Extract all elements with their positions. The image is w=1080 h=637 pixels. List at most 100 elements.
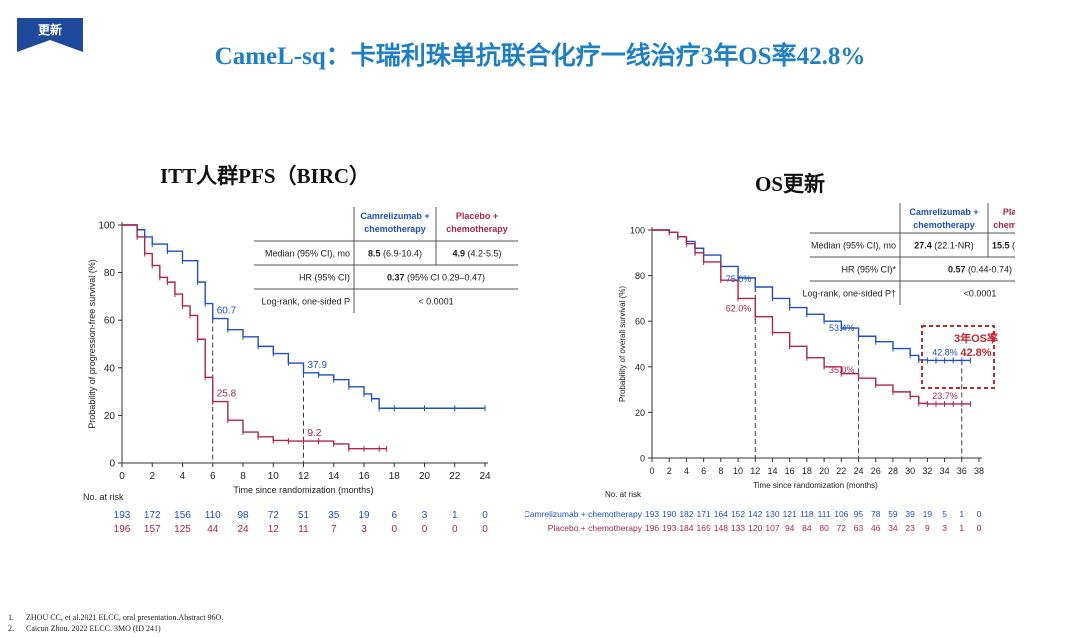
y-tick-label: 40 bbox=[104, 363, 116, 374]
table-row-label: Median (95% CI), mo bbox=[265, 249, 350, 259]
x-axis-label: Time since randomization (months) bbox=[233, 485, 373, 495]
at-risk-value: 12 bbox=[268, 524, 280, 535]
table-cell: 4.9 (4.2-5.5) bbox=[452, 249, 501, 259]
at-risk-row-label: Camrelizumab + chemotherapy bbox=[525, 509, 643, 519]
at-risk-value: 3 bbox=[422, 510, 428, 521]
table-cell: < 0.0001 bbox=[418, 297, 453, 307]
x-tick-label: 24 bbox=[854, 466, 864, 476]
reference-2: 2. Caicun Zhou. 2022 ELCC. 3MO (ID 241) bbox=[8, 624, 161, 633]
survival-rate-label: 37.9 bbox=[308, 360, 328, 371]
x-tick-label: 16 bbox=[785, 466, 795, 476]
table-cell: 0.37 (95% CI 0.29–0.47) bbox=[387, 273, 485, 283]
y-tick-label: 20 bbox=[104, 411, 116, 422]
at-risk-value: 196 bbox=[114, 524, 131, 535]
survival-rate-label: 23.7% bbox=[932, 391, 958, 401]
x-tick-label: 10 bbox=[268, 471, 280, 482]
table-cell: 15.5 (13.4-18.4) bbox=[992, 241, 1015, 251]
survival-rate-label: 62.0% bbox=[726, 304, 752, 314]
at-risk-value: 0 bbox=[977, 523, 982, 533]
at-risk-value: 51 bbox=[298, 510, 310, 521]
at-risk-value: 39 bbox=[905, 509, 915, 519]
x-tick-label: 24 bbox=[479, 471, 491, 482]
at-risk-value: 46 bbox=[871, 523, 881, 533]
at-risk-value: 24 bbox=[237, 524, 249, 535]
x-tick-label: 0 bbox=[649, 466, 654, 476]
os-chart-title: OS更新 bbox=[755, 172, 826, 196]
at-risk-heading: No. at risk bbox=[605, 490, 642, 499]
at-risk-value: 193 bbox=[645, 509, 659, 519]
x-tick-label: 36 bbox=[957, 466, 967, 476]
at-risk-value: 130 bbox=[765, 509, 779, 519]
at-risk-value: 164 bbox=[714, 509, 728, 519]
survival-rate-label: 42.8% bbox=[932, 347, 958, 357]
table-col-header: chemotherapy bbox=[993, 220, 1015, 230]
x-axis-label: Time since randomization (months) bbox=[753, 481, 878, 490]
at-risk-value: 98 bbox=[237, 510, 249, 521]
y-tick-label: 20 bbox=[635, 408, 645, 418]
table-row-label: Median (95% CI), mo bbox=[811, 241, 896, 251]
x-tick-label: 14 bbox=[767, 466, 777, 476]
survival-rate-label: 75.0% bbox=[726, 274, 752, 284]
pfs-chart-title: ITT人群PFS（BIRC） bbox=[160, 164, 371, 188]
table-row-label: HR (95% CI)* bbox=[841, 265, 896, 275]
survival-rate-label: 60.7 bbox=[217, 306, 237, 317]
x-tick-label: 22 bbox=[836, 466, 846, 476]
at-risk-value: 182 bbox=[679, 509, 693, 519]
y-tick-label: 100 bbox=[98, 221, 115, 232]
x-tick-label: 6 bbox=[701, 466, 706, 476]
table-cell: <0.0001 bbox=[964, 289, 997, 299]
x-tick-label: 32 bbox=[922, 466, 932, 476]
x-tick-label: 2 bbox=[667, 466, 672, 476]
at-risk-value: 19 bbox=[358, 510, 370, 521]
at-risk-value: 184 bbox=[679, 523, 693, 533]
at-risk-value: 121 bbox=[783, 509, 797, 519]
y-tick-label: 40 bbox=[635, 362, 645, 372]
at-risk-value: 0 bbox=[452, 524, 458, 535]
x-tick-label: 16 bbox=[358, 471, 370, 482]
at-risk-value: 44 bbox=[207, 524, 219, 535]
highlight-callout-line2: 42.8% bbox=[960, 347, 991, 359]
x-tick-label: 8 bbox=[718, 466, 723, 476]
at-risk-value: 7 bbox=[331, 524, 337, 535]
survival-rate-label: 9.2 bbox=[308, 428, 322, 439]
table-col-header: Camrelizumab + bbox=[909, 207, 978, 217]
y-tick-label: 80 bbox=[104, 268, 116, 279]
update-tag: 更新 bbox=[17, 18, 83, 52]
table-cell: 8.5 (6.9-10.4) bbox=[368, 249, 422, 259]
x-tick-label: 18 bbox=[802, 466, 812, 476]
at-risk-value: 1 bbox=[959, 523, 964, 533]
table-col-header: chemotherapy bbox=[364, 224, 426, 234]
table-row-label: HR (95% CI) bbox=[299, 273, 350, 283]
at-risk-row-label: Placebo + chemotherapy bbox=[548, 523, 643, 533]
table-col-header: chemotherapy bbox=[446, 224, 508, 234]
table-cell: 27.4 (22.1-NR) bbox=[914, 241, 974, 251]
x-tick-label: 12 bbox=[750, 466, 760, 476]
x-tick-label: 4 bbox=[180, 471, 186, 482]
x-tick-label: 20 bbox=[819, 466, 829, 476]
at-risk-value: 193 bbox=[114, 510, 131, 521]
table-col-header: Camrelizumab + bbox=[360, 211, 429, 221]
at-risk-value: 165 bbox=[697, 523, 711, 533]
at-risk-value: 35 bbox=[328, 510, 340, 521]
table-row-label: Log-rank, one-sided P† bbox=[802, 289, 896, 299]
survival-rate-label: 53.4% bbox=[829, 323, 855, 333]
x-tick-label: 4 bbox=[684, 466, 689, 476]
at-risk-value: 190 bbox=[662, 509, 676, 519]
x-tick-label: 8 bbox=[240, 471, 246, 482]
at-risk-value: 80 bbox=[819, 523, 829, 533]
os-highlight-box bbox=[921, 325, 995, 389]
at-risk-value: 111 bbox=[818, 509, 831, 519]
at-risk-value: 72 bbox=[268, 510, 280, 521]
at-risk-value: 107 bbox=[765, 523, 779, 533]
at-risk-value: 133 bbox=[731, 523, 745, 533]
at-risk-value: 196 bbox=[645, 523, 659, 533]
at-risk-value: 6 bbox=[391, 510, 397, 521]
y-tick-label: 100 bbox=[630, 226, 645, 236]
x-tick-label: 28 bbox=[888, 466, 898, 476]
x-tick-label: 30 bbox=[905, 466, 915, 476]
y-tick-label: 80 bbox=[635, 271, 645, 281]
at-risk-value: 156 bbox=[174, 510, 191, 521]
at-risk-value: 0 bbox=[482, 510, 488, 521]
x-tick-label: 10 bbox=[733, 466, 743, 476]
